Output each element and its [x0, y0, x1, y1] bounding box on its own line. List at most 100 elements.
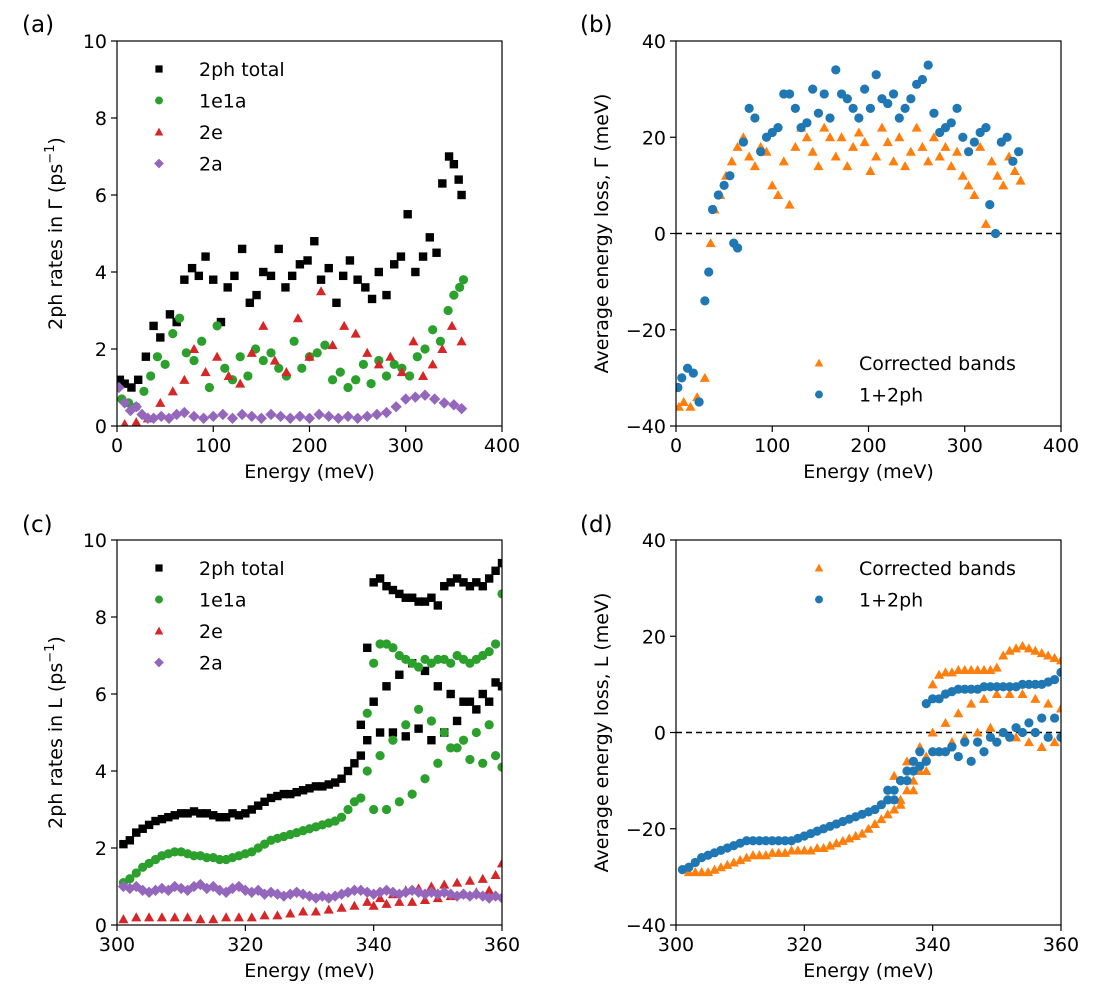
data-point: [471, 727, 481, 738]
y-tick-label: 40: [642, 31, 666, 53]
x-tick-label: 360: [1043, 934, 1079, 956]
legend-marker: [155, 96, 163, 105]
data-point: [428, 393, 441, 405]
data-point: [246, 912, 257, 922]
data-point: [287, 271, 297, 281]
data-point: [310, 237, 319, 246]
y-axis-label: 2ph rates in Γ (ps−1): [43, 137, 67, 330]
data-point: [1008, 156, 1018, 166]
data-point: [374, 267, 383, 277]
legend-marker: [815, 390, 823, 399]
data-point: [889, 795, 899, 805]
panel-2: (c) 300 320 340 360 0 2 4 6 8 10 Energy (meV) 2ph ra…: [22, 512, 520, 982]
data-point: [738, 137, 748, 147]
data-point: [981, 123, 991, 133]
data-point: [212, 321, 222, 331]
data-point: [412, 352, 422, 362]
data-point: [458, 735, 469, 745]
data-point: [266, 271, 276, 281]
data-point: [155, 397, 166, 407]
y-tick-label: 10: [83, 31, 107, 53]
legend-label: 1+2ph: [859, 385, 923, 407]
panel-label: (b): [580, 12, 613, 38]
data-point: [894, 132, 905, 142]
data-point: [749, 161, 760, 171]
data-point: [694, 397, 704, 407]
legend-label: Corrected bands: [859, 558, 1016, 580]
data-point: [323, 410, 335, 423]
series-1-2ph: [677, 667, 1061, 875]
data-point: [837, 835, 848, 845]
data-point: [427, 593, 436, 602]
data-point: [409, 391, 422, 403]
data-point: [947, 742, 957, 752]
data-point: [465, 697, 475, 706]
data-point: [362, 347, 373, 357]
data-point: [380, 884, 393, 897]
data-point: [953, 664, 964, 674]
data-point: [138, 824, 147, 833]
data-point: [1011, 723, 1021, 733]
data-point: [165, 310, 175, 319]
data-point: [407, 789, 417, 799]
data-point: [272, 910, 283, 920]
data-points: [117, 152, 469, 426]
data-point: [496, 858, 502, 868]
data-point: [234, 811, 244, 820]
data-point: [144, 820, 154, 830]
data-point: [312, 348, 322, 358]
data-point: [281, 283, 290, 292]
x-axis-label: Energy (meV): [244, 960, 375, 982]
data-point: [350, 759, 359, 768]
data-point: [490, 750, 501, 761]
data-point: [172, 317, 181, 327]
data-point: [705, 238, 716, 248]
data-point: [934, 694, 944, 704]
data-point: [871, 151, 882, 161]
data-point: [830, 151, 841, 161]
data-point: [369, 578, 378, 587]
data-point: [174, 313, 185, 323]
data-point: [985, 732, 996, 742]
data-point: [316, 286, 327, 296]
data-point: [985, 664, 996, 674]
data-point: [395, 670, 404, 679]
data-point: [382, 290, 391, 300]
data-point: [156, 333, 165, 342]
data-point: [735, 854, 746, 865]
data-point: [889, 770, 900, 780]
data-point: [819, 122, 830, 132]
data-point: [189, 355, 199, 366]
data-point: [200, 367, 211, 377]
data-point: [902, 776, 912, 786]
data-point: [940, 747, 951, 757]
data-point: [266, 348, 276, 358]
data-point: [484, 720, 494, 730]
data-point: [375, 639, 385, 649]
data-point: [1005, 732, 1015, 742]
data-point: [905, 146, 916, 156]
data-point: [269, 355, 280, 365]
series-2e: [118, 858, 502, 924]
data-point: [152, 352, 163, 362]
data-point: [865, 165, 876, 175]
legend-marker: [154, 158, 164, 169]
data-point: [678, 396, 689, 406]
data-point: [311, 782, 321, 791]
data-point: [401, 732, 410, 741]
data-point: [235, 352, 245, 362]
data-point: [380, 406, 393, 419]
data-point: [338, 271, 348, 281]
data-point: [972, 727, 983, 737]
data-point: [201, 252, 210, 261]
data-point: [446, 689, 455, 699]
data-point: [819, 89, 829, 99]
data-point: [408, 336, 419, 346]
data-point: [433, 601, 443, 610]
series-2ph-total: [119, 558, 502, 849]
data-point: [119, 397, 131, 409]
data-point: [1017, 640, 1028, 650]
data-point: [213, 884, 226, 897]
data-point: [824, 132, 836, 142]
data-point: [963, 180, 974, 190]
